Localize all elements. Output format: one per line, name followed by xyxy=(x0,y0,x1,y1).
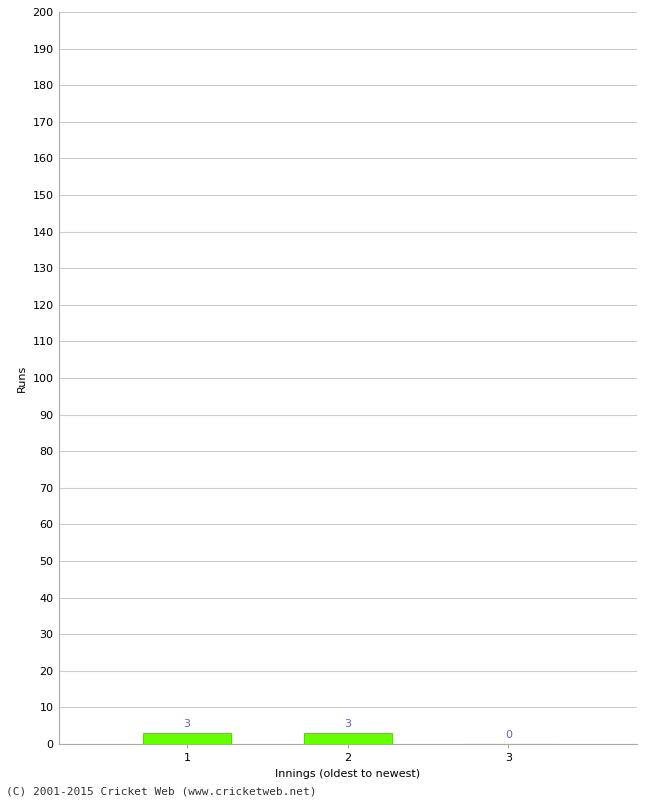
Text: 3: 3 xyxy=(344,718,351,729)
Y-axis label: Runs: Runs xyxy=(17,364,27,392)
Text: 0: 0 xyxy=(505,730,512,740)
X-axis label: Innings (oldest to newest): Innings (oldest to newest) xyxy=(275,769,421,778)
Text: 3: 3 xyxy=(183,718,190,729)
Bar xyxy=(143,733,231,744)
Text: (C) 2001-2015 Cricket Web (www.cricketweb.net): (C) 2001-2015 Cricket Web (www.cricketwe… xyxy=(6,786,317,796)
Bar xyxy=(304,733,392,744)
